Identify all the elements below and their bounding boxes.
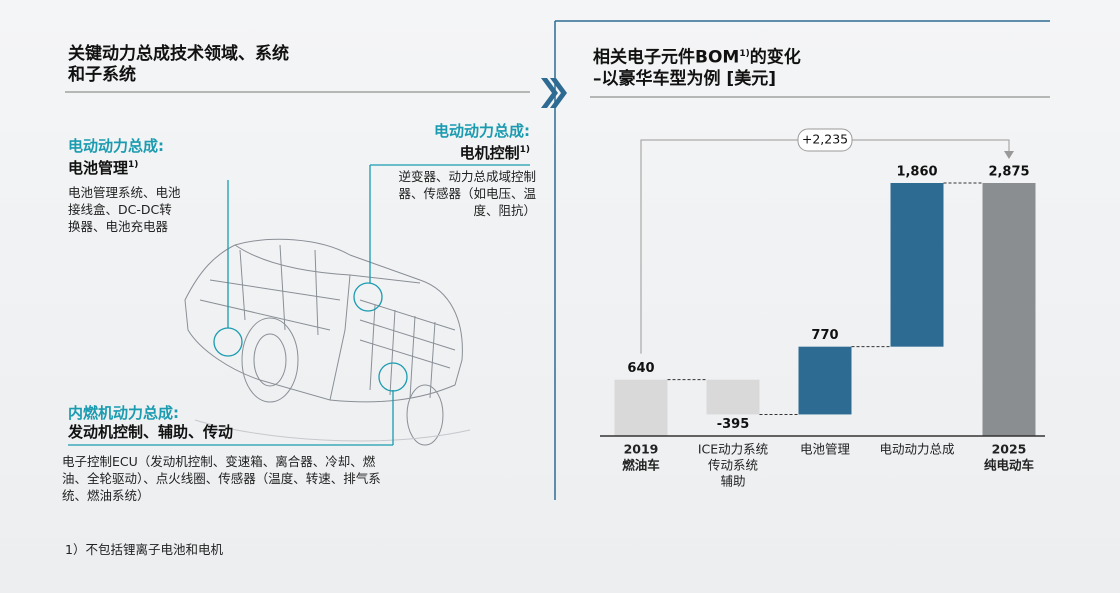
difference-bracket <box>640 139 1010 354</box>
category-label: 电池管理 <box>800 442 851 457</box>
value-label: 2,875 <box>988 165 1029 180</box>
value-label: -395 <box>717 417 750 432</box>
note-mark: 1) <box>739 49 750 59</box>
bar <box>614 379 668 436</box>
callout-heading: 电动动力总成: 电机控制1) <box>380 122 530 163</box>
callout-title: 发动机控制、辅助、传动 <box>68 423 234 441</box>
title-line: 关键动力总成技术领域、系统 <box>68 44 289 64</box>
note-mark: 1) <box>519 145 530 155</box>
chart-title: 相关电子元件BOM1)的变化 –以豪华车型为例 [美元] <box>593 44 801 90</box>
value-label: 640 <box>627 361 654 376</box>
car <box>184 238 471 446</box>
value-label: 770 <box>811 328 838 343</box>
bar <box>890 183 944 347</box>
callout-prefix: 电动动力总成: <box>68 137 164 155</box>
category-label: 传动系统 <box>708 458 758 473</box>
category-label: 纯电动车 <box>984 458 1035 473</box>
callout-heading: 电动动力总成: 电池管理1) <box>68 137 176 178</box>
bar <box>706 379 760 415</box>
callout-lines <box>68 164 530 446</box>
callout-title: 电池管理 <box>68 159 129 177</box>
chevron <box>541 78 567 108</box>
callout-description: 电子控制ECU（发动机控制、变速箱、离合器、冷却、燃油、全轮驱动）、点火线圈、传… <box>62 454 381 503</box>
annotation-label: +2,235 <box>802 132 848 147</box>
title-text: 相关电子元件BOM <box>593 47 740 68</box>
callout-prefix: 电动动力总成: <box>434 122 530 140</box>
category-label: 2019 <box>624 442 659 457</box>
callout-description: 电池管理系统、电池接线盒、DC-DC转换器、电池充电器 <box>68 185 181 234</box>
callout-description: 逆变器、动力总成域控制器、传感器（如电压、温度、阻抗） <box>398 169 536 218</box>
title-line: 和子系统 <box>68 65 136 85</box>
value-label: 1,860 <box>896 165 937 180</box>
category-label: 2025 <box>992 442 1027 457</box>
category-label: 辅助 <box>720 474 745 489</box>
callout-title: 电机控制 <box>459 144 520 162</box>
left-title: 关键动力总成技术领域、系统 和子系统 <box>68 44 289 86</box>
footnote: 1）不包括锂离子电池和电机 <box>65 542 223 557</box>
bar <box>798 346 852 415</box>
category-label: 电动动力总成 <box>879 442 954 457</box>
callout-prefix: 内燃机动力总成: <box>68 404 179 422</box>
arrowhead <box>1004 151 1014 159</box>
bar <box>982 183 1036 436</box>
title-text: 的变化 <box>749 47 801 68</box>
annotation-box <box>797 128 853 152</box>
callout-heading: 内燃机动力总成: 发动机控制、辅助、传动 <box>68 404 233 442</box>
note-mark: 1) <box>128 160 139 170</box>
category-label: 燃油车 <box>622 458 660 473</box>
category-label: ICE动力系统 <box>698 442 768 457</box>
chart-subtitle: –以豪华车型为例 [美元] <box>593 68 776 89</box>
